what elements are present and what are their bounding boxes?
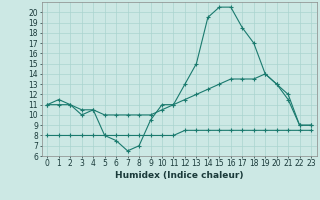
X-axis label: Humidex (Indice chaleur): Humidex (Indice chaleur): [115, 171, 244, 180]
